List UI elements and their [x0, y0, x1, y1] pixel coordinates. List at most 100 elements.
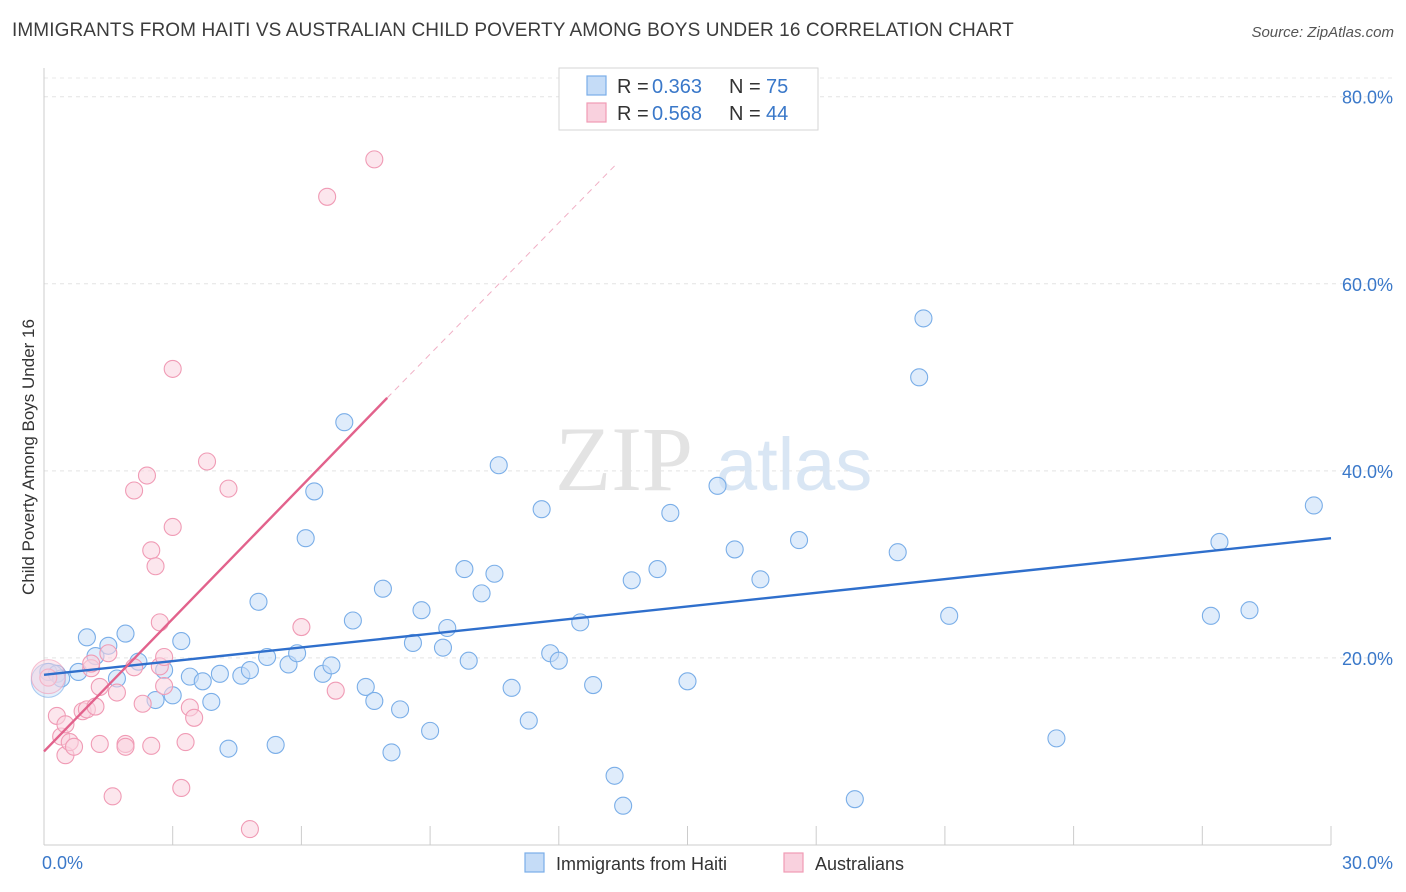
- y-tick-label: 60.0%: [1342, 275, 1393, 295]
- point-haiti: [210, 664, 229, 683]
- watermark-atlas: atlas: [716, 423, 872, 506]
- legend-swatch-australians: [586, 102, 607, 123]
- point-haiti: [1201, 606, 1220, 625]
- legend-r-label-haiti: R =: [617, 76, 649, 98]
- point-australians: [326, 681, 345, 700]
- point-haiti: [489, 456, 508, 475]
- trend-line-0: [43, 537, 1332, 676]
- trend-line-dashed-1: [386, 165, 615, 399]
- point-haiti: [485, 564, 504, 583]
- point-haiti: [910, 368, 929, 387]
- point-australians: [125, 658, 144, 677]
- point-haiti: [77, 628, 96, 647]
- point-australians: [107, 683, 126, 702]
- point-haiti: [519, 711, 538, 730]
- point-haiti: [622, 571, 641, 590]
- point-australians: [172, 778, 191, 797]
- source-label: Source: ZipAtlas.com: [1251, 24, 1394, 41]
- point-haiti: [373, 579, 392, 598]
- point-haiti: [584, 676, 603, 695]
- point-haiti: [725, 540, 744, 559]
- point-haiti: [433, 638, 453, 657]
- point-haiti: [459, 651, 478, 670]
- point-australians: [125, 481, 144, 500]
- point-australians: [197, 452, 217, 471]
- point-haiti: [412, 601, 431, 620]
- point-australians: [185, 708, 204, 727]
- legend-r-value-australians: 0.568: [652, 103, 702, 125]
- point-haiti: [219, 739, 238, 758]
- data-points: [30, 150, 1332, 839]
- point-haiti: [455, 560, 474, 579]
- point-australians: [318, 187, 337, 206]
- x-tick-label: 0.0%: [42, 853, 83, 873]
- y-axis-title: Child Poverty Among Boys Under 16: [19, 319, 38, 595]
- bottom-legend-label-australians: Australians: [815, 854, 904, 874]
- y-tick-label: 20.0%: [1342, 649, 1393, 669]
- point-australians: [133, 694, 152, 713]
- point-haiti: [940, 606, 959, 625]
- point-australians: [116, 737, 135, 756]
- point-haiti: [391, 700, 410, 719]
- point-australians: [64, 737, 84, 756]
- point-australians: [86, 697, 105, 716]
- legend-n-value-haiti: 75: [766, 76, 788, 98]
- point-haiti: [240, 661, 259, 680]
- point-haiti: [438, 618, 457, 638]
- point-haiti: [249, 592, 268, 611]
- point-australians: [142, 736, 161, 755]
- point-haiti: [532, 500, 551, 519]
- point-haiti: [193, 672, 212, 691]
- point-haiti: [549, 651, 568, 670]
- point-australians: [176, 733, 195, 752]
- chart-title: IMMIGRANTS FROM HAITI VS AUSTRALIAN CHIL…: [12, 20, 1014, 41]
- point-australians: [219, 479, 238, 498]
- point-australians: [30, 659, 66, 695]
- bottom-legend-swatch-haiti: [524, 852, 545, 873]
- point-australians: [142, 541, 161, 560]
- point-haiti: [472, 584, 491, 603]
- bottom-legend-swatch-australians: [783, 852, 804, 873]
- point-australians: [163, 359, 182, 378]
- point-haiti: [1304, 496, 1323, 515]
- point-australians: [163, 517, 182, 537]
- point-haiti: [648, 560, 667, 579]
- bottom-legend-label-haiti: Immigrants from Haiti: [556, 854, 727, 874]
- x-tick-label: 30.0%: [1342, 853, 1393, 873]
- point-australians: [365, 150, 384, 169]
- point-haiti: [914, 309, 933, 328]
- legend: R = 0.363 N = 75 R = 0.568 N = 44: [558, 67, 819, 131]
- trend-lines: [386, 165, 615, 399]
- point-australians: [155, 676, 174, 696]
- point-haiti: [888, 543, 907, 562]
- axes: [43, 68, 1332, 846]
- legend-r-label-australians: R =: [617, 103, 649, 125]
- point-haiti: [356, 677, 375, 696]
- legend-n-value-australians: 44: [766, 103, 788, 125]
- point-australians: [103, 787, 122, 806]
- point-haiti: [605, 766, 624, 785]
- point-haiti: [845, 790, 864, 809]
- point-haiti: [708, 476, 727, 495]
- legend-n-label-australians: N =: [729, 103, 761, 125]
- y-tick-label: 80.0%: [1342, 88, 1393, 108]
- point-australians: [137, 466, 157, 485]
- trend-line-1: [43, 397, 389, 753]
- tick-labels: 0.0% 30.0% 20.0% 40.0% 60.0% 80.0%: [42, 88, 1393, 873]
- point-haiti: [789, 531, 809, 550]
- point-australians: [240, 820, 259, 839]
- point-haiti: [335, 413, 354, 432]
- y-tick-label: 40.0%: [1342, 462, 1393, 482]
- point-haiti: [322, 656, 341, 675]
- point-haiti: [1047, 729, 1066, 748]
- legend-r-value-haiti: 0.363: [652, 76, 702, 98]
- point-australians: [146, 557, 165, 576]
- point-haiti: [343, 611, 362, 630]
- grid-lines: [44, 77, 1394, 659]
- point-haiti: [421, 721, 440, 740]
- legend-n-label-haiti: N =: [729, 76, 761, 98]
- legend-swatch-haiti: [586, 75, 607, 96]
- point-australians: [150, 613, 169, 632]
- point-haiti: [305, 482, 324, 501]
- point-haiti: [661, 503, 680, 522]
